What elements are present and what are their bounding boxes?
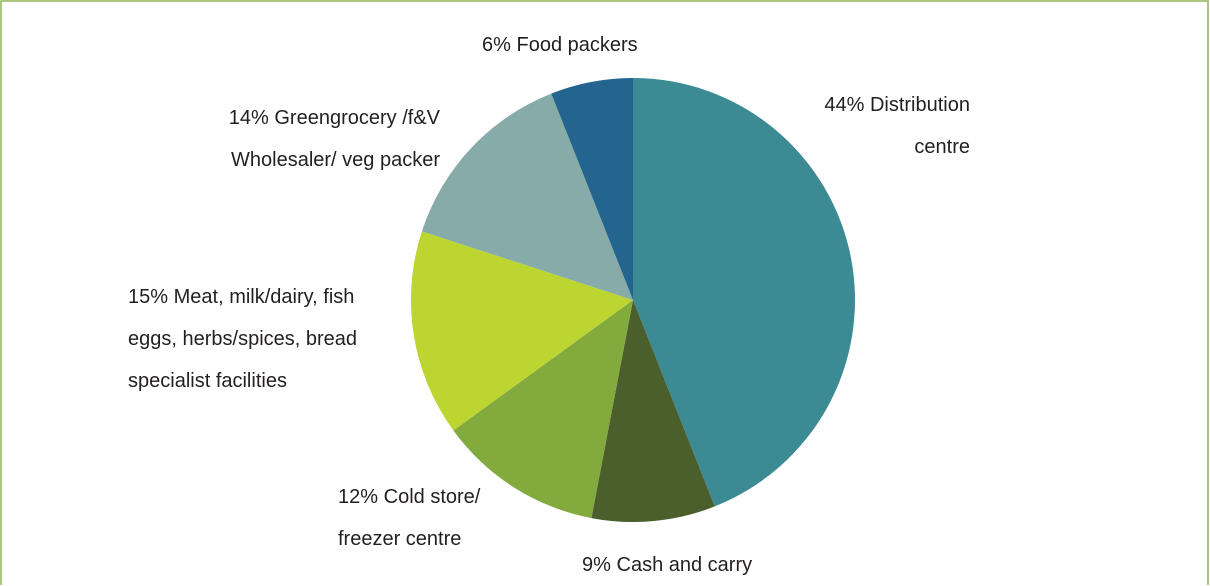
pie-slice [421,93,633,300]
pie-slice [411,231,633,431]
value-label: 9% [582,554,611,576]
value-label: 12% [338,486,379,508]
pie-slice [633,78,856,507]
slice-label: 12% Cold store/ freezer centre [338,476,480,560]
category-label: Distribution centre [869,94,970,158]
category-label: Meat, milk/dairy, fish eggs, herbs/spice… [128,286,358,392]
slice-label: 14% Greengrocery /f&V Wholesaler/ veg pac… [229,97,440,181]
pie-slice [591,300,715,523]
pie-slice [551,78,633,300]
value-label: 14% [228,107,269,129]
value-label: 44% [824,94,865,116]
slice-label: 6% Food packers [482,24,638,66]
category-label: Greengrocery /f&V Wholesaler/ veg packer [231,107,440,171]
category-label: Cold store/ freezer centre [338,486,481,550]
category-label: Cash and carry [616,554,753,576]
value-label: 15% [128,286,169,308]
pie-slice [453,300,633,519]
slice-label: 44% Distribution centre [824,84,970,168]
slice-label: 15% Meat, milk/dairy, fish eggs, herbs/sp… [128,276,357,402]
slice-label: 9% Cash and carry [582,544,752,586]
category-label: Food packers [516,34,638,56]
value-label: 6% [482,34,511,56]
